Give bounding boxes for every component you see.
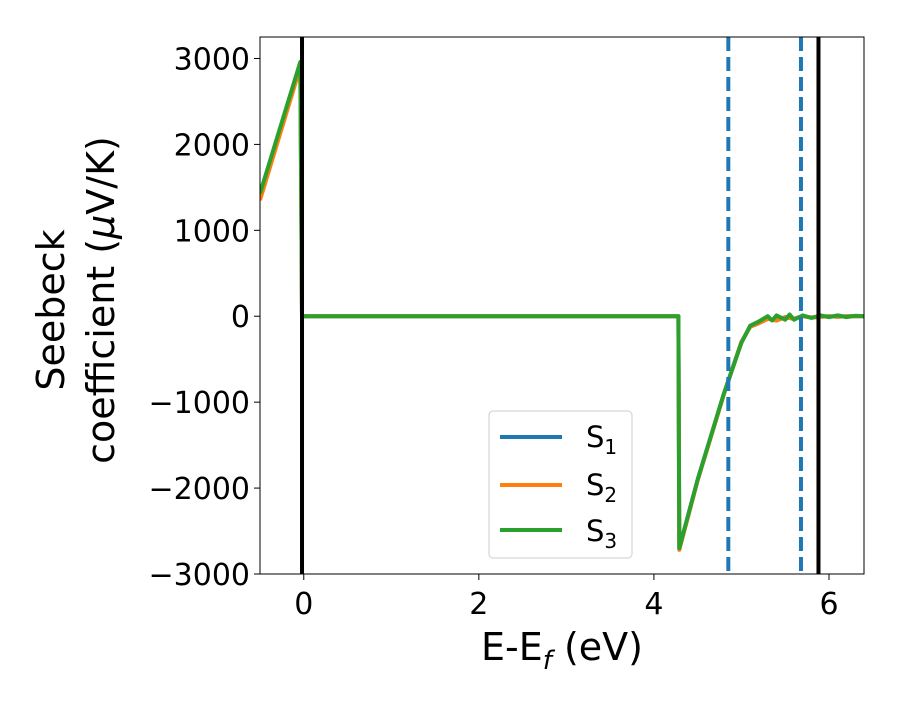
y-tick-label: −3000 <box>149 558 250 593</box>
y-axis-label-line2: coefficient (μV/K) <box>79 136 123 464</box>
plot-frame <box>259 36 865 575</box>
y-axis-ticks: −3000 −2000 −1000 0 1000 2000 3000 <box>149 42 260 593</box>
y-tick-label: 1000 <box>174 214 250 249</box>
legend: S1 S2 S3 <box>488 410 633 559</box>
y-tick-label: 2000 <box>174 128 250 163</box>
vline-layer <box>300 37 821 574</box>
x-axis-label: E-Ef (eV) <box>481 625 643 676</box>
legend-label-s3: S3 <box>586 514 617 553</box>
legend-label-s2: S2 <box>586 468 617 507</box>
x-axis-ticks: 0 2 4 6 <box>294 574 839 622</box>
series-line-s3 <box>260 59 864 551</box>
x-tick-label: 6 <box>819 587 838 622</box>
legend-label-s1: S1 <box>586 420 617 459</box>
x-tick-label: 0 <box>294 587 313 622</box>
x-tick-label: 2 <box>469 587 488 622</box>
y-tick-label: −2000 <box>149 472 250 507</box>
x-tick-label: 4 <box>644 587 663 622</box>
y-tick-label: 0 <box>231 300 250 335</box>
y-tick-label: 3000 <box>174 42 250 77</box>
series-layer <box>260 59 864 552</box>
y-axis-label-line1: Seebeck <box>29 229 73 390</box>
y-axis-label: Seebeck coefficient (μV/K) <box>29 136 123 464</box>
y-tick-label: −1000 <box>149 386 250 421</box>
